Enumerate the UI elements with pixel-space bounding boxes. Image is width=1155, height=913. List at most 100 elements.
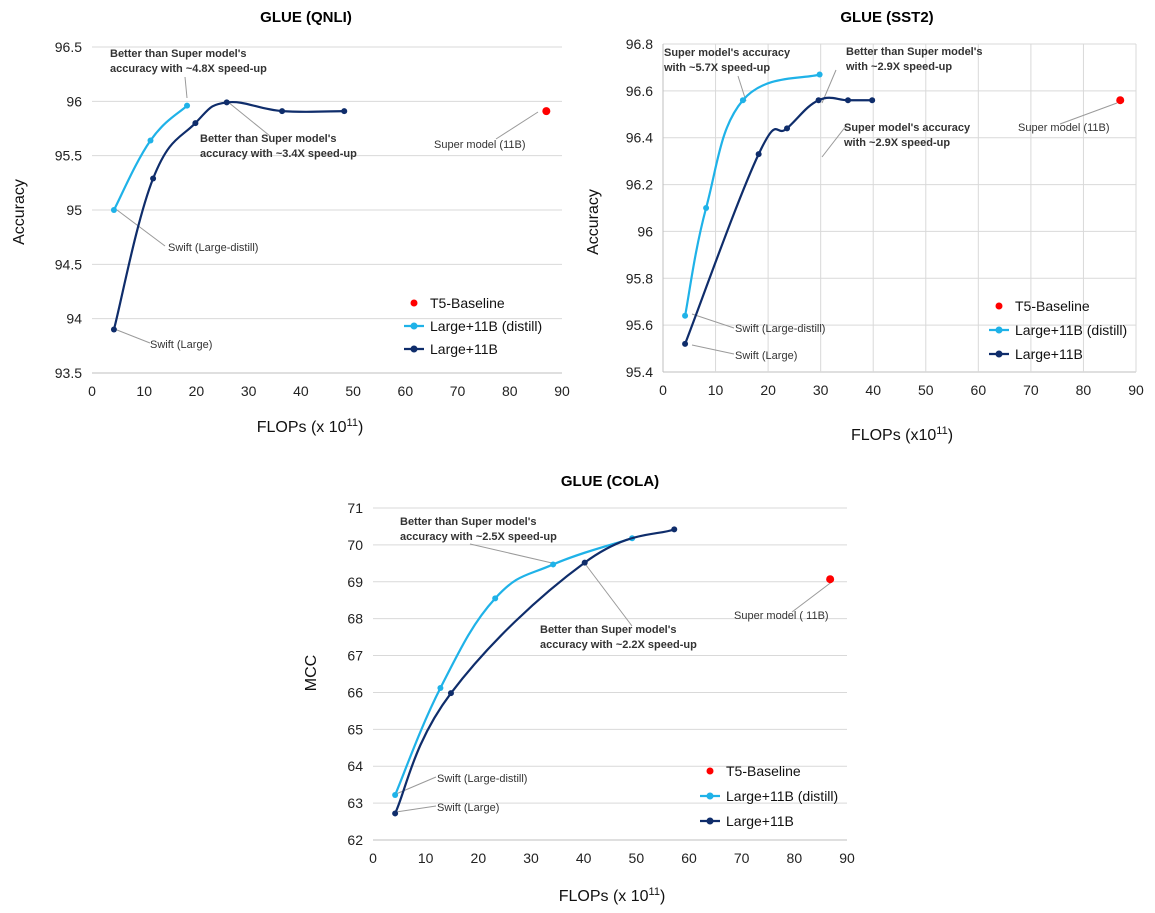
x-tick-label: 50: [918, 382, 934, 398]
x-tick-label: 60: [398, 383, 414, 399]
data-point: [447, 690, 454, 697]
legend-swatch-marker: [410, 345, 418, 353]
data-point: [739, 97, 746, 104]
annotation-leader: [116, 329, 151, 344]
data-point: [682, 340, 689, 347]
y-tick-label: 95: [66, 202, 82, 218]
data-point: [671, 526, 678, 533]
x-axis-label-close: ): [660, 888, 665, 905]
y-tick-label: 94: [66, 311, 82, 327]
x-tick-label: 50: [629, 850, 645, 866]
chart-1: GLUE (QNLI) 93.5 94 94.5 95 95.5 96 96.5 0 10 20 30…: [11, 9, 570, 436]
data-point: [703, 205, 710, 211]
legend-swatch-marker: [410, 299, 418, 307]
data-point: [755, 151, 762, 158]
series-line-1: [683, 73, 820, 316]
x-tick-label: 20: [471, 850, 487, 866]
x-axis-label-exponent: 11: [936, 425, 947, 437]
y-tick-label: 96: [637, 223, 653, 239]
x-tick-label: 80: [1076, 382, 1092, 398]
annotation-text: accuracy with ~2.2X speed-up: [540, 639, 697, 651]
series-line-1: [394, 537, 633, 796]
x-tick-label: 90: [839, 850, 855, 866]
data-point: [110, 326, 117, 333]
data-point: [815, 97, 822, 104]
x-axis-label-close: ): [948, 427, 953, 444]
x-tick-label: 0: [659, 382, 667, 398]
y-tick-label: 66: [347, 684, 363, 700]
y-tick-label: 67: [347, 648, 363, 664]
x-tick-label: 60: [681, 850, 697, 866]
y-tick-label: 95.6: [626, 317, 653, 333]
annotation-text: Swift (Large-distill): [735, 323, 825, 335]
y-tick-label: 68: [347, 611, 363, 627]
y-tick-label: 63: [347, 795, 363, 811]
annotation-leader: [395, 805, 437, 813]
annotation-text: accuracy with ~4.8X speed-up: [110, 63, 267, 75]
annotation-text: Super model ( 11B): [734, 610, 829, 622]
legend-entry: Large+11B (distill): [1015, 322, 1127, 338]
annotation-text: Swift (Large): [437, 802, 499, 814]
y-tick-label: 70: [347, 537, 363, 553]
y-tick-label: 96.5: [55, 39, 82, 55]
annotation-leader: [691, 344, 735, 355]
series-line-2: [394, 528, 675, 814]
annotation-text: Better than Super model's: [400, 516, 536, 528]
y-axis-label: MCC: [303, 655, 320, 691]
data-point: [682, 312, 689, 319]
annotation-leader: [585, 564, 633, 627]
data-point: [437, 685, 444, 692]
y-axis-label: Accuracy: [585, 189, 602, 255]
y-tick-label: 96.4: [626, 130, 653, 146]
x-tick-label: 30: [523, 850, 539, 866]
legend-entry: T5-Baseline: [726, 763, 801, 779]
x-tick-label: 60: [971, 382, 987, 398]
annotation-leader: [495, 111, 539, 140]
legend-entry: Large+11B: [726, 813, 794, 829]
legend-swatch-marker: [706, 792, 714, 800]
data-point: [784, 125, 791, 132]
x-tick-label: 70: [734, 850, 750, 866]
legend-entry: Large+11B (distill): [726, 788, 838, 804]
annotation-text: accuracy with ~3.4X speed-up: [200, 148, 357, 160]
annotation-text: Super model (11B): [1018, 122, 1110, 134]
x-axis-label-exponent: 11: [649, 886, 660, 898]
annotation-text: Swift (Large-distill): [168, 242, 258, 254]
x-tick-label: 0: [88, 383, 96, 399]
legend-swatch-marker: [706, 767, 714, 775]
y-tick-label: 96.6: [626, 83, 653, 99]
y-tick-label: 96: [66, 93, 82, 109]
x-tick-label: 30: [813, 382, 829, 398]
y-tick-label: 64: [347, 758, 363, 774]
series-line-2: [684, 96, 873, 345]
y-tick-label: 65: [347, 721, 363, 737]
annotation-leader: [227, 101, 271, 137]
data-point: [844, 97, 851, 104]
data-point: [816, 71, 823, 78]
chart-title: GLUE (COLA): [561, 473, 659, 490]
y-tick-label: 95.4: [626, 364, 653, 380]
data-point: [392, 791, 399, 798]
chart-3: GLUE (COLA) 62 63 64 65 66 67 68 69 70 71 0 10 20 30 40…: [303, 473, 855, 905]
data-point: [279, 108, 286, 115]
annotation-text: Swift (Large): [150, 339, 212, 351]
chart-2: GLUE (SST2) 95.4 95.6 95.8 96 96.2 96.4 96.6 96.…: [585, 9, 1144, 444]
data-point: [223, 99, 230, 106]
legend-entry: Large+11B: [1015, 346, 1083, 362]
annotation-leader: [1059, 102, 1118, 125]
annotation-leader: [791, 580, 834, 613]
data-point: [542, 107, 551, 116]
annotation-text: with ~2.9X speed-up: [845, 61, 952, 73]
y-tick-label: 71: [347, 500, 363, 516]
data-point: [110, 207, 117, 213]
x-tick-label: 80: [502, 383, 518, 399]
legend-entry: Large+11B (distill): [430, 318, 542, 334]
x-axis-label: FLOPs (x 1011): [257, 417, 364, 436]
series-line-1: [112, 104, 188, 211]
x-axis-label: FLOPs (x 1011): [559, 886, 666, 905]
annotation-text: accuracy with ~2.5X speed-up: [400, 531, 557, 543]
annotation-text: with ~2.9X speed-up: [843, 137, 950, 149]
x-tick-label: 40: [293, 383, 309, 399]
chart-title: GLUE (SST2): [840, 9, 933, 26]
